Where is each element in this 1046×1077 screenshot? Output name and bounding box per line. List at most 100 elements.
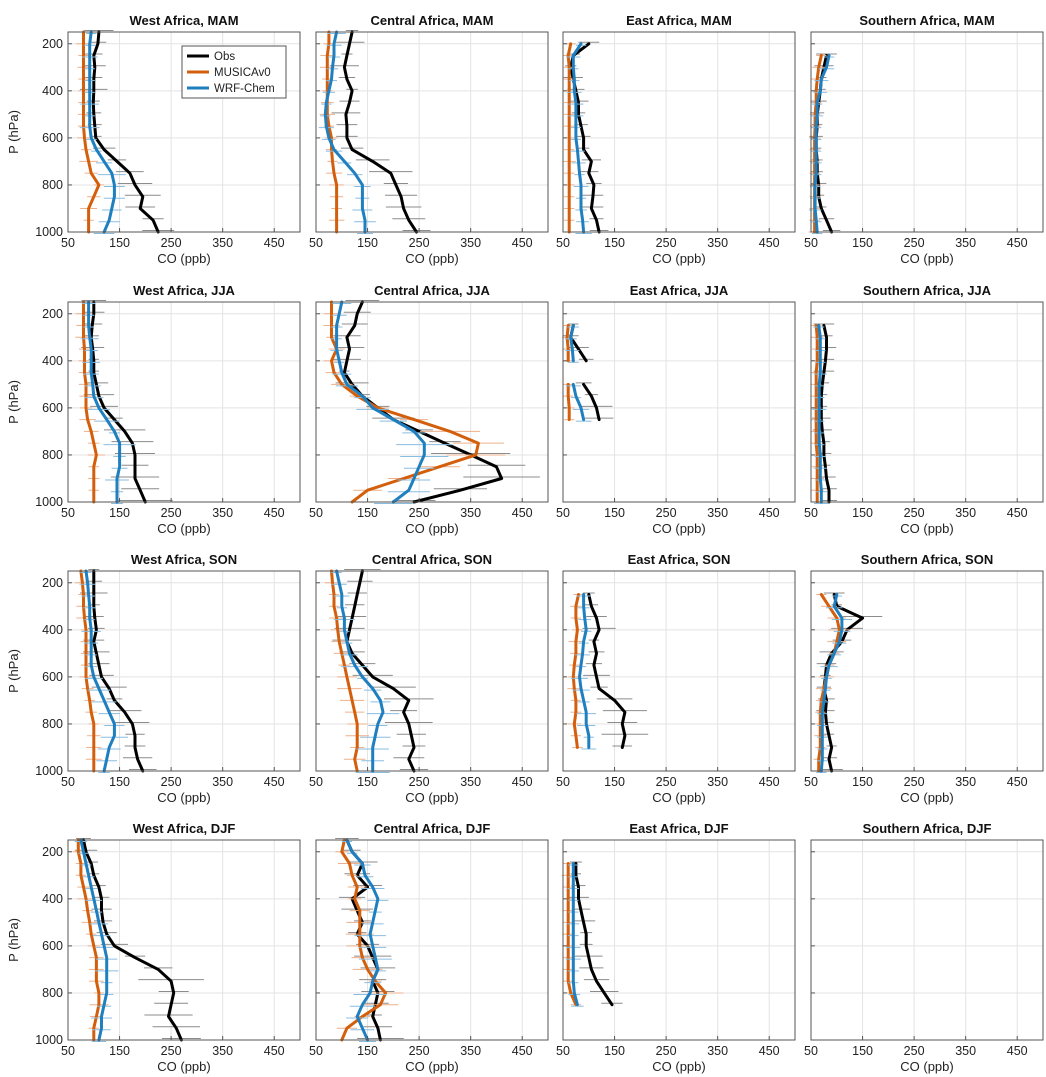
y-axis-label: P (hPa): [6, 380, 21, 424]
axes-frame: [67, 839, 301, 1041]
y-tick-label: 400: [42, 623, 63, 637]
x-tick-label: 450: [1007, 236, 1028, 250]
x-tick-label: 350: [212, 1044, 233, 1058]
y-tick-label: 800: [42, 717, 63, 731]
x-tick-label: 450: [759, 1044, 780, 1058]
x-axis-label: CO (ppb): [652, 251, 705, 266]
series-line-musicav0: [79, 569, 96, 773]
x-tick-label: 350: [212, 236, 233, 250]
x-axis-label: CO (ppb): [157, 521, 210, 536]
axes-frame: [315, 301, 549, 503]
x-tick-label: 450: [512, 506, 533, 520]
y-axis-label: P (hPa): [6, 110, 21, 154]
x-tick-label: 50: [309, 775, 323, 789]
y-tick-label: 800: [42, 986, 63, 1000]
legend-label: Obs: [214, 51, 235, 63]
axes-frame: [67, 570, 301, 772]
x-axis-label: CO (ppb): [900, 251, 953, 266]
x-tick-label: 350: [707, 775, 728, 789]
series-line-obs: [345, 569, 416, 773]
series-line-obs: [89, 300, 147, 504]
x-tick-label: 250: [161, 506, 182, 520]
x-tick-label: 50: [61, 236, 75, 250]
x-tick-label: 150: [604, 506, 625, 520]
x-tick-label: 450: [1007, 1044, 1028, 1058]
x-tick-label: 150: [109, 506, 130, 520]
x-axis-label: CO (ppb): [652, 790, 705, 805]
series-line-wrf-chem: [87, 300, 122, 504]
panel-title: Central Africa, SON: [372, 552, 492, 567]
y-tick-label: 600: [42, 939, 63, 953]
x-tick-label: 50: [61, 506, 75, 520]
x-tick-label: 450: [1007, 506, 1028, 520]
panel-title: East Africa, MAM: [626, 13, 732, 28]
legend-label: WRF-Chem: [214, 83, 275, 95]
series-line-obs: [587, 593, 627, 749]
x-tick-label: 150: [357, 236, 378, 250]
x-tick-label: 150: [604, 1044, 625, 1058]
series-line-wrf-chem: [345, 838, 380, 1042]
x-tick-label: 350: [955, 506, 976, 520]
x-axis-label: CO (ppb): [157, 790, 210, 805]
x-tick-label: 250: [161, 236, 182, 250]
y-axis-label: P (hPa): [6, 649, 21, 693]
x-tick-label: 50: [804, 775, 818, 789]
x-tick-label: 250: [409, 506, 430, 520]
x-axis-label: CO (ppb): [157, 251, 210, 266]
y-tick-label: 200: [42, 37, 63, 51]
x-tick-label: 250: [904, 775, 925, 789]
x-tick-label: 50: [309, 236, 323, 250]
x-tick-label: 350: [707, 236, 728, 250]
plot-area: [563, 571, 795, 771]
x-tick-label: 350: [707, 1044, 728, 1058]
x-tick-label: 450: [264, 506, 285, 520]
y-tick-label: 400: [42, 84, 63, 98]
x-tick-label: 150: [604, 775, 625, 789]
y-tick-label: 600: [42, 670, 63, 684]
x-tick-label: 250: [904, 1044, 925, 1058]
y-tick-label: 1000: [35, 764, 63, 778]
series-line-obs: [574, 862, 614, 1007]
axes-frame: [562, 570, 796, 772]
y-tick-label: 200: [42, 576, 63, 590]
x-tick-label: 450: [264, 775, 285, 789]
x-tick-label: 50: [804, 506, 818, 520]
y-tick-label: 800: [42, 178, 63, 192]
series-line-wrf-chem: [84, 569, 116, 773]
series-line-wrf-chem: [79, 838, 109, 1042]
panel-title: Southern Africa, MAM: [859, 13, 994, 28]
x-tick-label: 250: [161, 1044, 182, 1058]
panel-title: West Africa, SON: [131, 552, 237, 567]
plot-area: [68, 571, 300, 771]
series-line-obs: [819, 324, 831, 504]
x-tick-label: 50: [61, 775, 75, 789]
plot-area: [811, 571, 1043, 771]
series-line-obs: [342, 30, 418, 234]
x-tick-label: 150: [604, 236, 625, 250]
x-tick-label: 50: [309, 1044, 323, 1058]
x-axis-label: CO (ppb): [900, 1059, 953, 1074]
x-tick-label: 250: [656, 1044, 677, 1058]
x-tick-label: 250: [409, 1044, 430, 1058]
plot-area: [811, 32, 1043, 232]
series-line-musicav0: [82, 300, 98, 504]
y-tick-label: 200: [42, 845, 63, 859]
x-tick-label: 50: [804, 236, 818, 250]
x-axis-label: CO (ppb): [652, 521, 705, 536]
x-tick-label: 450: [512, 1044, 533, 1058]
axes-frame: [810, 31, 1044, 233]
x-axis-label: CO (ppb): [900, 521, 953, 536]
plot-area: [811, 302, 1043, 502]
x-tick-label: 150: [357, 506, 378, 520]
axes-frame: [67, 31, 301, 233]
x-tick-label: 150: [357, 1044, 378, 1058]
series-line-wrf-chem: [819, 593, 844, 773]
y-tick-label: 1000: [35, 1033, 63, 1047]
x-tick-label: 250: [656, 775, 677, 789]
series-line-musicav0: [566, 862, 578, 1007]
x-tick-label: 450: [264, 1044, 285, 1058]
x-tick-label: 350: [212, 506, 233, 520]
x-axis-label: CO (ppb): [405, 790, 458, 805]
panel-title: West Africa, JJA: [133, 283, 235, 298]
y-tick-label: 800: [42, 448, 63, 462]
